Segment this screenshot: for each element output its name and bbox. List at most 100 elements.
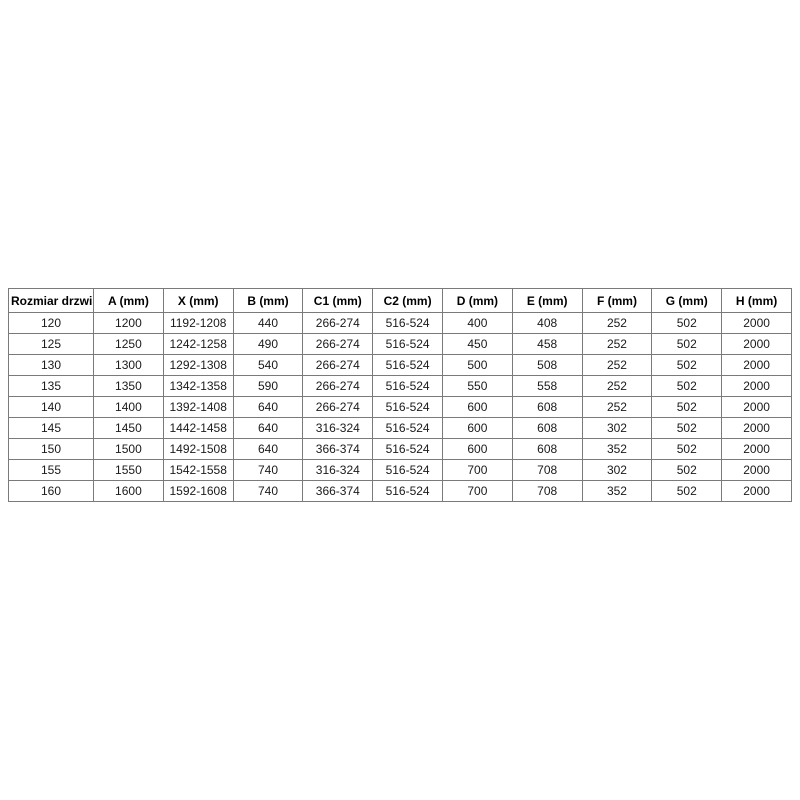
table-cell: 516-524 bbox=[372, 417, 443, 439]
table-cell: 550 bbox=[441, 375, 513, 397]
table-cell: 516-524 bbox=[372, 354, 443, 376]
column-header: C2 (mm) bbox=[372, 288, 443, 313]
table-cell: 502 bbox=[651, 375, 723, 397]
table-cell: 135 bbox=[8, 375, 94, 397]
column-header: X (mm) bbox=[162, 288, 234, 313]
table-cell: 1550 bbox=[93, 459, 164, 481]
table-cell: 252 bbox=[581, 333, 653, 355]
table-cell: 120 bbox=[8, 312, 94, 334]
table-cell: 502 bbox=[651, 459, 723, 481]
table-cell: 252 bbox=[581, 312, 653, 334]
table-row: 135 1350 1342-1358 590 266-274 516-524 550 558 2… bbox=[8, 375, 792, 397]
table-cell: 608 bbox=[511, 417, 583, 439]
table-cell: 1292-1308 bbox=[162, 354, 234, 376]
table-cell: 700 bbox=[441, 459, 513, 481]
table-row: 140 1400 1392-1408 640 266-274 516-524 600 608 2… bbox=[8, 396, 792, 418]
table-cell: 640 bbox=[232, 396, 304, 418]
table-cell: 516-524 bbox=[372, 375, 443, 397]
table-cell: 2000 bbox=[721, 438, 792, 460]
table-row: 150 1500 1492-1508 640 366-374 516-524 600 608 3… bbox=[8, 438, 792, 460]
table-cell: 316-324 bbox=[302, 417, 374, 439]
table-cell: 2000 bbox=[721, 459, 792, 481]
table-row: 160 1600 1592-1608 740 366-374 516-524 700 708 3… bbox=[8, 480, 792, 502]
column-header: A (mm) bbox=[93, 288, 164, 313]
table-cell: 700 bbox=[441, 480, 513, 502]
table-cell: 408 bbox=[511, 312, 583, 334]
table-cell: 1542-1558 bbox=[162, 459, 234, 481]
table-cell: 2000 bbox=[721, 417, 792, 439]
table-cell: 1242-1258 bbox=[162, 333, 234, 355]
table-row: 125 1250 1242-1258 490 266-274 516-524 450 458 2… bbox=[8, 333, 792, 355]
table-cell: 558 bbox=[511, 375, 583, 397]
table-cell: 352 bbox=[581, 480, 653, 502]
table-cell: 2000 bbox=[721, 480, 792, 502]
table-cell: 366-374 bbox=[302, 438, 374, 460]
table-cell: 516-524 bbox=[372, 312, 443, 334]
table-cell: 316-324 bbox=[302, 459, 374, 481]
column-header: D (mm) bbox=[441, 288, 513, 313]
table-cell: 440 bbox=[232, 312, 304, 334]
table-cell: 125 bbox=[8, 333, 94, 355]
table-cell: 1450 bbox=[93, 417, 164, 439]
table-cell: 1200 bbox=[93, 312, 164, 334]
table-cell: 130 bbox=[8, 354, 94, 376]
table-cell: 516-524 bbox=[372, 459, 443, 481]
table-cell: 502 bbox=[651, 396, 723, 418]
table-header: Rozmiar drzwi A (mm) X (mm) B (mm) C1 (mm) C2… bbox=[8, 288, 792, 313]
table-cell: 608 bbox=[511, 396, 583, 418]
table-cell: 1300 bbox=[93, 354, 164, 376]
table-cell: 490 bbox=[232, 333, 304, 355]
table-cell: 600 bbox=[441, 417, 513, 439]
table-cell: 252 bbox=[581, 396, 653, 418]
table-cell: 1250 bbox=[93, 333, 164, 355]
column-header: C1 (mm) bbox=[302, 288, 374, 313]
table-cell: 1592-1608 bbox=[162, 480, 234, 502]
column-header: Rozmiar drzwi bbox=[8, 288, 94, 313]
table-cell: 266-274 bbox=[302, 396, 374, 418]
table-cell: 352 bbox=[581, 438, 653, 460]
table-cell: 500 bbox=[441, 354, 513, 376]
table-cell: 458 bbox=[511, 333, 583, 355]
table-cell: 145 bbox=[8, 417, 94, 439]
column-header: E (mm) bbox=[511, 288, 583, 313]
table-row: 145 1450 1442-1458 640 316-324 516-524 600 608 3… bbox=[8, 417, 792, 439]
table-cell: 516-524 bbox=[372, 438, 443, 460]
table-cell: 1600 bbox=[93, 480, 164, 502]
table-cell: 266-274 bbox=[302, 333, 374, 355]
table-cell: 590 bbox=[232, 375, 304, 397]
table-cell: 1392-1408 bbox=[162, 396, 234, 418]
column-header: G (mm) bbox=[651, 288, 723, 313]
table-cell: 266-274 bbox=[302, 375, 374, 397]
table-cell: 516-524 bbox=[372, 396, 443, 418]
table-header-row: Rozmiar drzwi A (mm) X (mm) B (mm) C1 (mm) C2… bbox=[8, 288, 792, 313]
table-cell: 1442-1458 bbox=[162, 417, 234, 439]
table-row: 120 1200 1192-1208 440 266-274 516-524 400 408 2… bbox=[8, 312, 792, 334]
table-body: 120 1200 1192-1208 440 266-274 516-524 400 408 2… bbox=[8, 312, 792, 502]
column-header: B (mm) bbox=[232, 288, 304, 313]
table-cell: 150 bbox=[8, 438, 94, 460]
table-cell: 708 bbox=[511, 480, 583, 502]
table-cell: 708 bbox=[511, 459, 583, 481]
table-cell: 640 bbox=[232, 438, 304, 460]
table-cell: 1492-1508 bbox=[162, 438, 234, 460]
table-cell: 608 bbox=[511, 438, 583, 460]
table-cell: 1192-1208 bbox=[162, 312, 234, 334]
table-cell: 155 bbox=[8, 459, 94, 481]
table-cell: 1350 bbox=[93, 375, 164, 397]
table-cell: 450 bbox=[441, 333, 513, 355]
table-cell: 2000 bbox=[721, 354, 792, 376]
table-row: 155 1550 1542-1558 740 316-324 516-524 700 708 3… bbox=[8, 459, 792, 481]
table-cell: 740 bbox=[232, 480, 304, 502]
table-row: 130 1300 1292-1308 540 266-274 516-524 500 508 2… bbox=[8, 354, 792, 376]
table-cell: 2000 bbox=[721, 375, 792, 397]
table-cell: 400 bbox=[441, 312, 513, 334]
table-cell: 366-374 bbox=[302, 480, 374, 502]
spec-table-container: Rozmiar drzwi A (mm) X (mm) B (mm) C1 (mm) C2… bbox=[8, 288, 792, 502]
table-cell: 516-524 bbox=[372, 480, 443, 502]
table-cell: 2000 bbox=[721, 396, 792, 418]
table-cell: 266-274 bbox=[302, 354, 374, 376]
table-cell: 1400 bbox=[93, 396, 164, 418]
table-cell: 600 bbox=[441, 396, 513, 418]
table-cell: 502 bbox=[651, 480, 723, 502]
table-cell: 2000 bbox=[721, 312, 792, 334]
